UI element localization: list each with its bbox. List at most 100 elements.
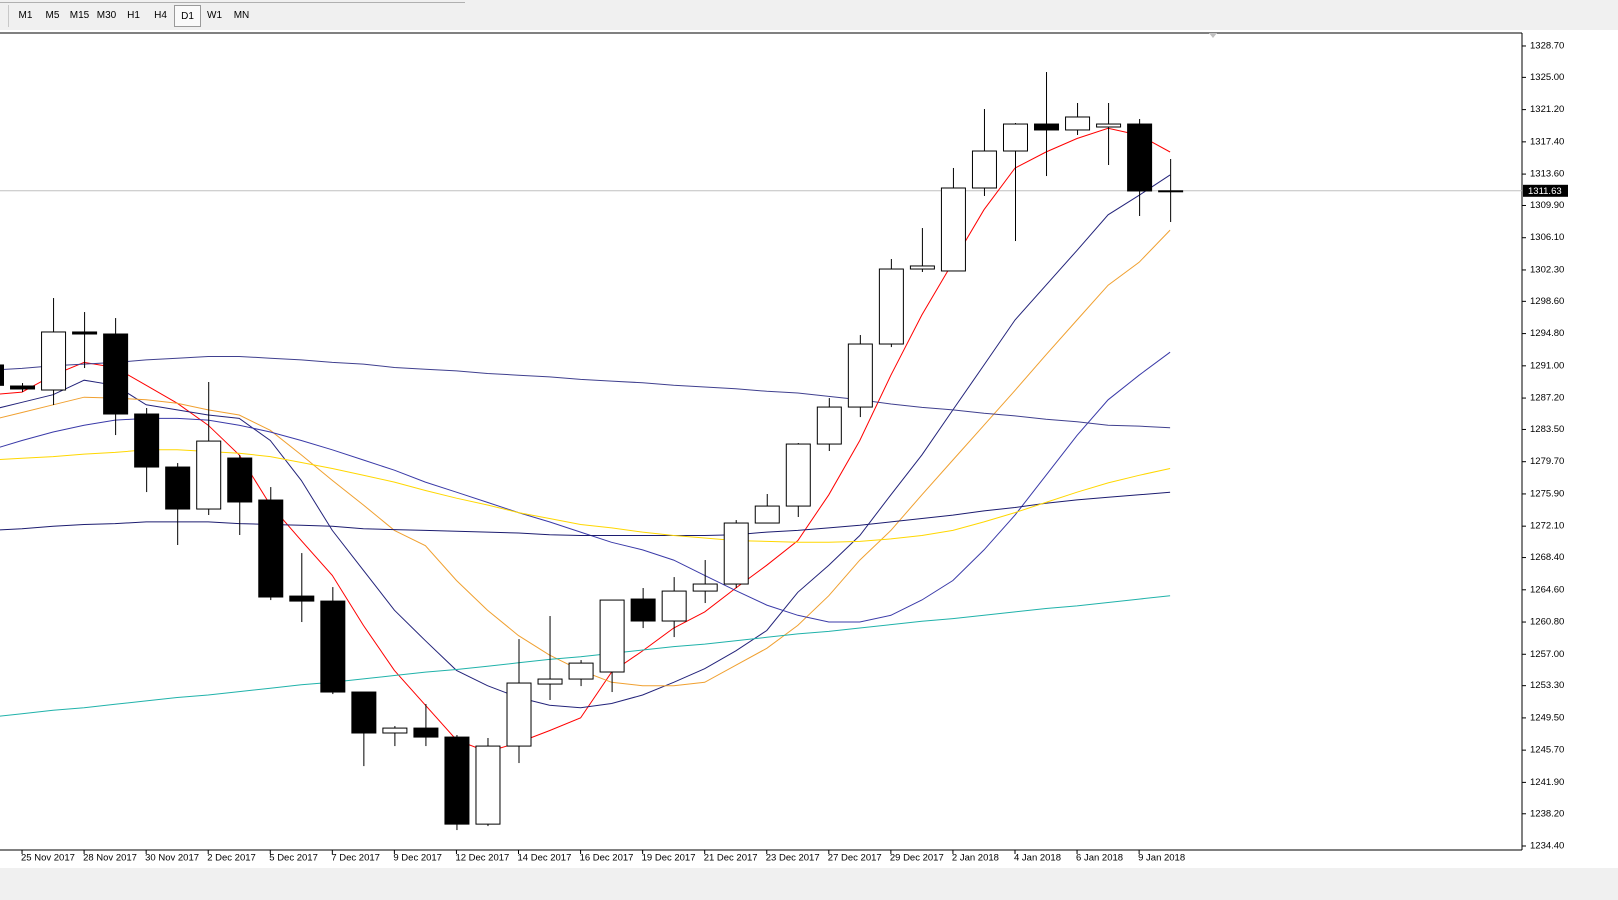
candle-body (754, 505, 780, 524)
candle-body (1158, 190, 1184, 193)
chart: 1328.70 1325.00 1321.20 1317.40 1313.60 1309.… (0, 30, 1618, 868)
moving-average-line (0, 356, 1171, 429)
candle-body (661, 590, 687, 622)
x-tick-label: 7 Dec 2017 (331, 853, 380, 864)
candle-body (506, 682, 532, 747)
timeframe-button[interactable]: M30 (96, 10, 117, 21)
y-tick-label: 1245.70 (1530, 745, 1564, 756)
y-tick-label: 1283.50 (1530, 424, 1564, 435)
x-tick-label: 4 Jan 2018 (1014, 853, 1061, 864)
x-tick-label: 27 Dec 2017 (828, 853, 882, 864)
current-price-label: 1311.63 (1528, 186, 1562, 197)
candle-body (630, 598, 656, 622)
x-tick-label: 30 Nov 2017 (145, 853, 199, 864)
candle-body (444, 736, 470, 825)
x-tick-label: 25 Nov 2017 (21, 853, 75, 864)
candle-body (1127, 123, 1153, 192)
candle-body (878, 268, 904, 345)
x-tick-label: 2 Jan 2018 (952, 853, 999, 864)
candle-body (72, 331, 98, 335)
candle-body (847, 343, 873, 408)
x-tick-label: 2 Dec 2017 (207, 853, 256, 864)
x-tick-label: 14 Dec 2017 (518, 853, 572, 864)
y-tick-label: 1317.40 (1530, 136, 1564, 147)
moving-average-line (0, 449, 1171, 543)
candle-body (320, 600, 346, 693)
candle-body (723, 522, 749, 585)
x-tick-label: 21 Dec 2017 (704, 853, 758, 864)
candle-body (0, 364, 4, 386)
x-tick-label: 23 Dec 2017 (766, 853, 820, 864)
candle-body (289, 595, 315, 602)
y-tick-label: 1313.60 (1530, 169, 1564, 180)
y-tick-label: 1268.40 (1530, 552, 1564, 563)
y-tick-label: 1260.80 (1530, 617, 1564, 628)
x-tick-label: 12 Dec 2017 (455, 853, 509, 864)
candle-body (816, 406, 842, 445)
y-tick-label: 1257.00 (1530, 649, 1564, 660)
y-tick-label: 1302.30 (1530, 264, 1564, 275)
timeframe-button[interactable]: M15 (69, 10, 90, 21)
moving-average-line (0, 595, 1171, 717)
candle-body (134, 413, 160, 468)
candle-body (1096, 123, 1122, 128)
y-tick-label: 1309.90 (1530, 200, 1564, 211)
candle-body (537, 678, 563, 685)
moving-average-line (0, 351, 1171, 623)
candle-body (103, 333, 129, 415)
candle-body (413, 727, 439, 738)
timeframe-button[interactable]: H1 (127, 10, 140, 21)
x-tick-label: 29 Dec 2017 (890, 853, 944, 864)
toolbar: M1 M5 M15 M30 H1 H4 D1 W1 MN (0, 0, 1618, 31)
y-tick-label: 1253.30 (1530, 680, 1564, 691)
y-tick-label: 1291.00 (1530, 360, 1564, 371)
y-tick-label: 1298.60 (1530, 296, 1564, 307)
x-tick-label: 9 Dec 2017 (393, 853, 442, 864)
candle-body (599, 599, 625, 673)
candle-body (475, 745, 501, 825)
timeframe-button[interactable]: D1 (174, 5, 201, 27)
timeframe-button[interactable]: W1 (207, 10, 222, 21)
candle-body (940, 187, 966, 272)
current-price-tag (1523, 184, 1568, 197)
y-tick-label: 1328.70 (1530, 40, 1564, 51)
y-tick-label: 1238.20 (1530, 808, 1564, 819)
y-tick-label: 1272.10 (1530, 521, 1564, 532)
timeframe-button[interactable]: M5 (45, 10, 60, 21)
candle-body (1065, 116, 1091, 131)
candle-body (568, 662, 594, 680)
y-tick-label: 1321.20 (1530, 104, 1564, 115)
timeframe-bar: M1 M5 M15 M30 H1 H4 D1 W1 MN (8, 5, 255, 27)
y-tick-label: 1264.60 (1530, 584, 1564, 595)
y-tick-label: 1275.90 (1530, 488, 1564, 499)
candle-body (692, 583, 718, 592)
moving-average-line (0, 127, 1171, 753)
moving-average-line (0, 174, 1171, 709)
x-tick-label: 16 Dec 2017 (580, 853, 634, 864)
timeframe-button[interactable]: M1 (18, 10, 33, 21)
moving-average-line (0, 491, 1171, 536)
candle-body (227, 457, 253, 503)
candle-body (1002, 123, 1028, 152)
candle-body (382, 727, 408, 734)
x-tick-label: 19 Dec 2017 (642, 853, 696, 864)
candle-body (1034, 123, 1060, 131)
candle-body (971, 150, 997, 189)
y-tick-label: 1279.70 (1530, 456, 1564, 467)
timeframe-button[interactable]: H4 (154, 10, 167, 21)
candle-body (41, 331, 67, 391)
y-tick-label: 1241.90 (1530, 777, 1564, 788)
candle-body (785, 443, 811, 507)
x-tick-label: 28 Nov 2017 (83, 853, 137, 864)
toolbar-edge (0, 0, 465, 3)
x-tick-label: 9 Jan 2018 (1138, 853, 1185, 864)
y-tick-label: 1325.00 (1530, 72, 1564, 83)
x-tick-label: 6 Jan 2018 (1076, 853, 1123, 864)
candle-body (196, 440, 222, 510)
candle-body (351, 691, 377, 734)
candle-body (10, 385, 36, 390)
plot-area (0, 72, 1522, 831)
timeframe-button[interactable]: MN (233, 10, 250, 21)
y-tick-label: 1287.20 (1530, 393, 1564, 404)
